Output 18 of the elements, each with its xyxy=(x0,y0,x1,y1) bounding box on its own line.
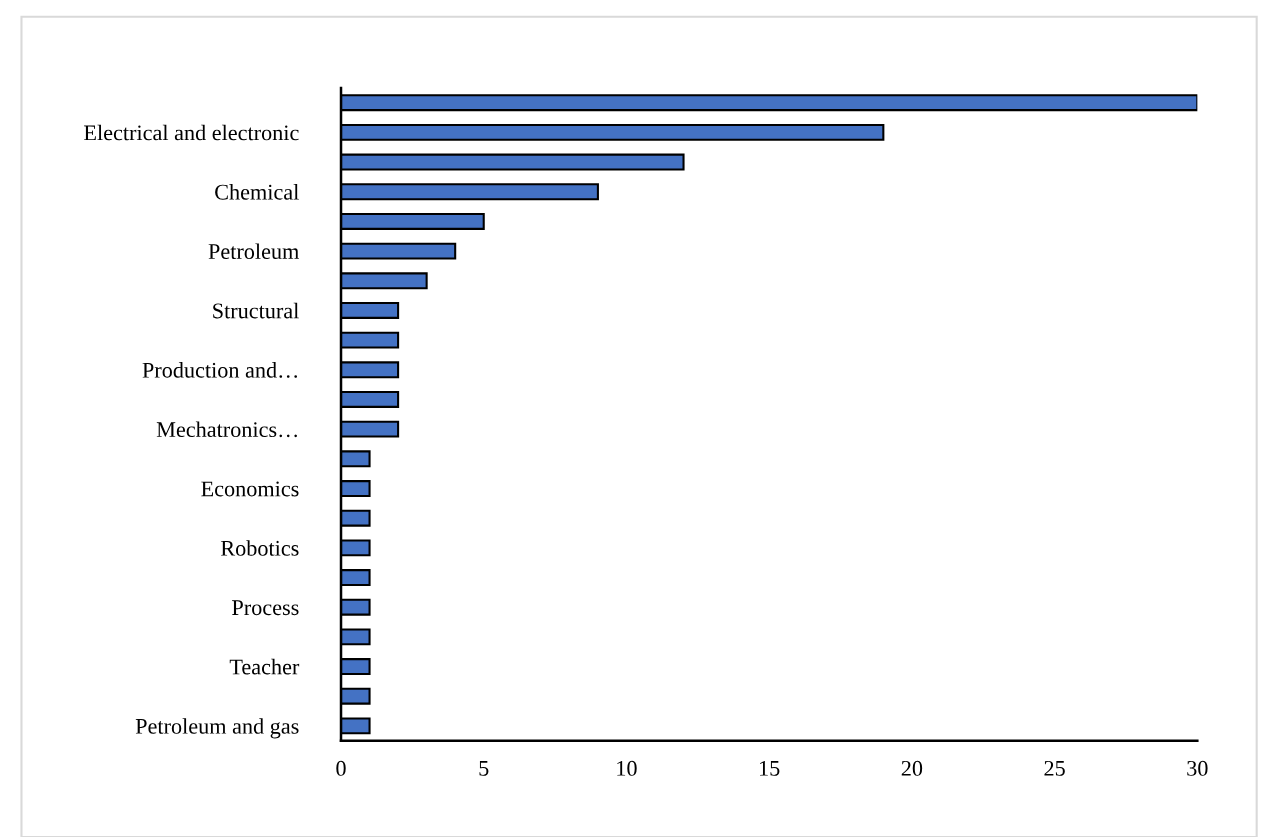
y-tick-label: Production and… xyxy=(142,362,297,378)
y-tick-label: Economics xyxy=(201,481,299,497)
x-tick-label: 15 xyxy=(760,760,780,776)
y-tick-label: Petroleum xyxy=(208,243,299,260)
y-tick-label: Process xyxy=(232,600,299,616)
y-tick-label: Mechatronics… xyxy=(156,421,297,438)
y-tick-label: Structural xyxy=(213,302,299,319)
x-tick-label: 0 xyxy=(336,760,346,776)
y-tick-label: Robotics xyxy=(220,540,299,556)
y-tick-label: Teacher xyxy=(229,658,300,675)
x-tick-label: 20 xyxy=(901,760,923,776)
y-tick-label: Petroleum and gas xyxy=(135,718,299,739)
x-tick-label: 5 xyxy=(479,761,489,776)
x-tick-label: 30 xyxy=(1187,760,1208,776)
x-tick-label: 10 xyxy=(617,760,637,776)
x-tick-label: 25 xyxy=(1044,760,1065,776)
y-tick-label: Chemical xyxy=(215,184,299,200)
y-tick-label: Electrical and electronic xyxy=(84,124,299,141)
